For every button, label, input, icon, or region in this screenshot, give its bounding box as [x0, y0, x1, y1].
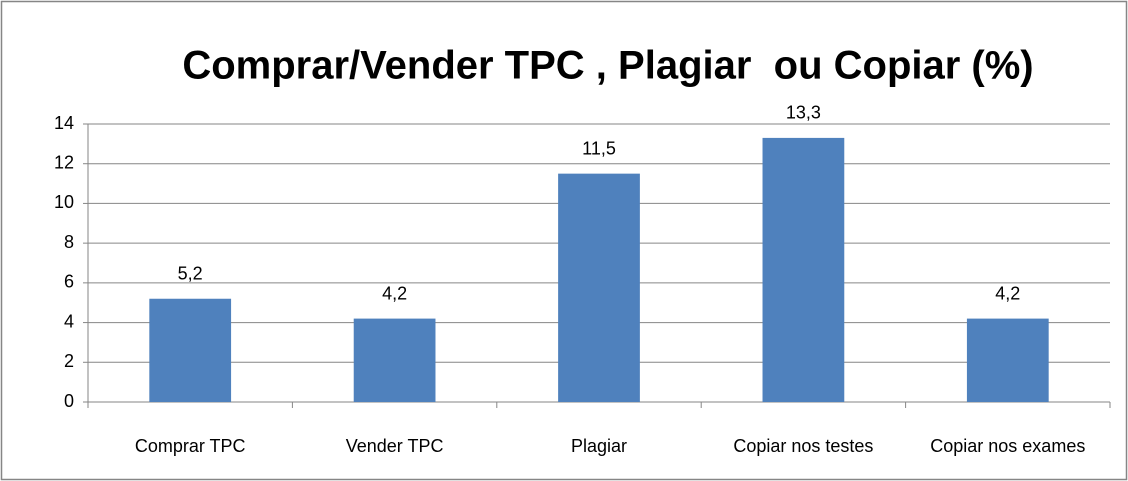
bar [966, 318, 1049, 402]
bar [762, 137, 845, 402]
x-tick-label: Plagiar [571, 436, 627, 456]
x-tick-label: Copiar nos exames [930, 436, 1085, 456]
y-tick-label: 2 [64, 351, 74, 371]
data-label: 13,3 [786, 103, 821, 123]
x-tick-label: Vender TPC [346, 436, 444, 456]
data-label: 4,2 [382, 283, 407, 303]
bar [149, 298, 232, 402]
data-label: 5,2 [178, 263, 203, 283]
y-tick-label: 14 [54, 113, 74, 133]
x-tick-label: Copiar nos testes [733, 436, 873, 456]
y-tick-label: 12 [54, 152, 74, 172]
bar [353, 318, 436, 402]
data-label: 4,2 [995, 283, 1020, 303]
bar [558, 173, 640, 402]
y-tick-label: 0 [64, 391, 74, 411]
y-tick-label: 8 [64, 232, 74, 252]
y-tick-label: 4 [64, 311, 74, 331]
data-label: 11,5 [582, 138, 616, 158]
y-tick-label: 6 [64, 272, 74, 292]
chart-title: Comprar/Vender TPC , Plagiar ou Copiar (… [182, 44, 1033, 88]
y-tick-label: 10 [54, 192, 74, 212]
x-tick-label: Comprar TPC [135, 436, 246, 456]
